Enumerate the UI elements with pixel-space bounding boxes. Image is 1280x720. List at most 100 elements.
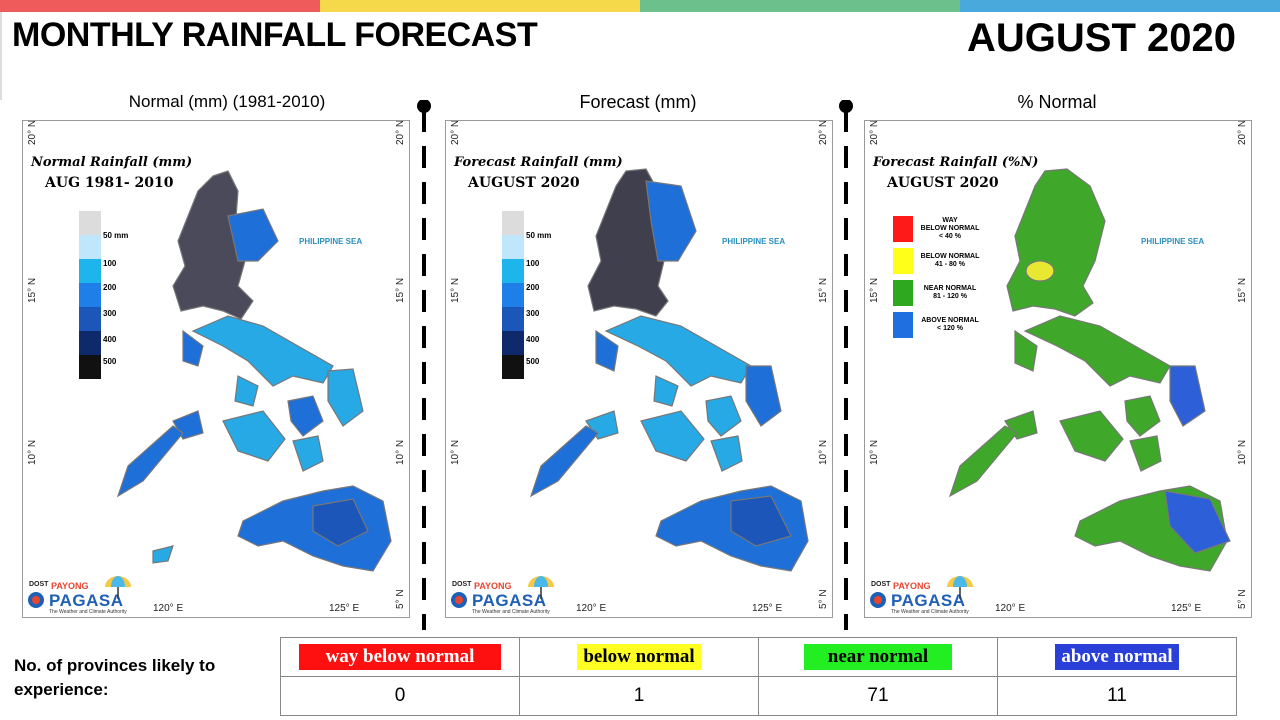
map-subtitle: AUGUST 2020	[468, 175, 580, 191]
pagasa-label: PAGASA	[49, 591, 124, 610]
map-subtitle: AUG 1981- 2010	[45, 175, 174, 191]
legend-label: 50 mm	[526, 231, 552, 240]
category-way-below-normal: way below normal	[299, 644, 501, 670]
map-title: Forecast Rainfall (mm)	[454, 155, 623, 170]
lon-label: 120° E	[153, 603, 184, 614]
legend-label: 300	[103, 309, 117, 318]
lat-label: 10° N	[450, 439, 461, 465]
forecast-month: AUGUST 2020	[967, 16, 1236, 60]
lon-label: 125° E	[1171, 603, 1202, 614]
legend-label: BELOW NORMAL 41 - 80 %	[920, 253, 980, 268]
legend-swatch	[79, 307, 101, 331]
legend-label: 200	[526, 283, 540, 292]
lat-label: 20° N	[818, 120, 829, 145]
umbrella-icon	[947, 576, 973, 599]
lat-label: 10° N	[27, 439, 38, 465]
rainfall-legend	[502, 211, 524, 379]
percent-normal-legend: WAY BELOW NORMAL < 40 % BELOW NORMAL 41 - 8…	[893, 213, 981, 341]
legend-swatch	[502, 283, 524, 307]
map-subtitle: AUGUST 2020	[887, 175, 999, 191]
provinces-table: way below normal below normal near norma…	[280, 637, 1237, 716]
lat-label: 5° N	[818, 589, 829, 609]
map-title: Forecast Rainfall (%N)	[873, 155, 1039, 170]
legend-swatch	[893, 280, 913, 306]
panel-heading-normal: Normal (mm) (1981-2010)	[128, 92, 326, 111]
stripe-blue	[960, 0, 1280, 12]
pagasa-mark-icon	[28, 592, 44, 608]
tagline: The Weather and Climate Authority	[472, 609, 550, 615]
top-color-stripe	[0, 0, 1280, 12]
pagasa-logo: DOST PAYONG PAGASA The Weather and Clima…	[27, 576, 147, 617]
legend-swatch	[79, 331, 101, 355]
philippines-map-percent-normal	[948, 168, 1231, 572]
legend-swatch	[893, 312, 913, 338]
table-header-row: way below normal below normal near norma…	[280, 637, 1237, 677]
legend-label: 500	[103, 357, 117, 366]
legend-swatch	[79, 235, 101, 259]
table-cell: way below normal	[280, 637, 520, 677]
forecast-rainfall-map: Forecast Rainfall (mm) AUGUST 2020 50 mm…	[445, 120, 833, 618]
legend-row: ABOVE NORMAL < 120 %	[893, 309, 981, 341]
umbrella-icon	[105, 576, 131, 599]
category-near-normal: near normal	[804, 644, 952, 670]
rainfall-legend	[79, 211, 101, 379]
legend-row: NEAR NORMAL 81 - 120 %	[893, 277, 981, 309]
left-rule	[0, 12, 2, 100]
philippines-map-normal	[116, 170, 392, 572]
lat-label: 20° N	[1237, 120, 1248, 145]
lat-label: 15° N	[818, 277, 829, 303]
page-title: MONTHLY RAINFALL FORECAST	[12, 16, 538, 54]
payong-label: PAYONG	[474, 581, 512, 591]
count-way-below-normal: 0	[280, 676, 520, 716]
legend-label: 50 mm	[103, 231, 129, 240]
table-cell: above normal	[997, 637, 1237, 677]
table-cell: below normal	[519, 637, 759, 677]
dost-label: DOST	[29, 581, 49, 588]
normal-rainfall-map: Normal Rainfall (mm) AUG 1981- 2010 50 m…	[22, 120, 410, 618]
count-near-normal: 71	[758, 676, 998, 716]
legend-swatch	[502, 355, 524, 379]
lat-label: 15° N	[395, 277, 406, 303]
category-above-normal: above normal	[1055, 644, 1179, 670]
percent-normal-map: Forecast Rainfall (%N) AUGUST 2020 WAY BE…	[864, 120, 1252, 618]
table-cell: near normal	[758, 637, 998, 677]
legend-row: BELOW NORMAL 41 - 80 %	[893, 245, 981, 277]
lat-label: 10° N	[1237, 439, 1248, 465]
lon-label: 120° E	[576, 603, 607, 614]
lat-label: 10° N	[395, 439, 406, 465]
legend-swatch	[79, 211, 101, 235]
legend-row: WAY BELOW NORMAL < 40 %	[893, 213, 981, 245]
panel-heading-percent-normal: % Normal	[1017, 92, 1097, 112]
legend-swatch	[502, 331, 524, 355]
table-row: 0 1 71 11	[280, 676, 1237, 716]
lat-label: 15° N	[869, 277, 880, 303]
count-above-normal: 11	[997, 676, 1237, 716]
legend-label: 400	[526, 335, 540, 344]
payong-label: PAYONG	[893, 581, 931, 591]
count-below-normal: 1	[519, 676, 759, 716]
lat-label: 5° N	[1237, 589, 1248, 609]
legend-label: 300	[526, 309, 540, 318]
panel-heading-forecast: Forecast (mm)	[579, 92, 697, 112]
legend-label: ABOVE NORMAL < 120 %	[921, 317, 979, 332]
lat-label: 20° N	[27, 120, 38, 145]
legend-swatch	[893, 216, 913, 242]
stripe-green	[640, 0, 960, 12]
sea-label: PHILIPPINE SEA	[1141, 237, 1205, 246]
legend-swatch	[502, 259, 524, 283]
sea-label: PHILIPPINE SEA	[299, 237, 363, 246]
legend-swatch	[893, 248, 913, 274]
legend-label: 100	[103, 259, 117, 268]
legend-swatch	[79, 283, 101, 307]
legend-label: WAY BELOW NORMAL < 40 %	[920, 217, 980, 240]
lat-label: 15° N	[1237, 277, 1248, 303]
dost-label: DOST	[871, 581, 891, 588]
lat-label: 20° N	[450, 120, 461, 145]
lon-label: 120° E	[995, 603, 1026, 614]
umbrella-icon	[528, 576, 554, 599]
pagasa-mark-icon	[451, 592, 467, 608]
pagasa-logo: DOST PAYONG PAGASA The Weather and Clima…	[450, 576, 570, 617]
legend-swatch	[79, 355, 101, 379]
lat-label: 5° N	[395, 589, 406, 609]
map-title: Normal Rainfall (mm)	[31, 155, 193, 170]
